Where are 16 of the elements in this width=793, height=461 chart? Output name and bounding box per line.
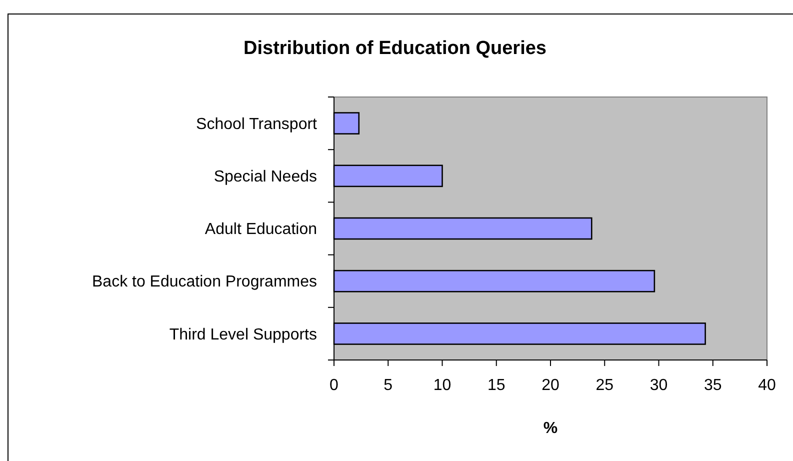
x-tick-label: 15 — [487, 377, 506, 394]
x-tick-label: 35 — [704, 377, 722, 394]
y-tick-label: School Transport — [196, 116, 318, 133]
y-tick-label: Third Level Supports — [169, 326, 317, 344]
x-tick-label: 20 — [542, 377, 560, 394]
y-tick-label: Adult Education — [204, 221, 317, 238]
x-tick-label: 30 — [650, 377, 668, 394]
y-tick-label: Special Needs — [214, 168, 317, 186]
x-tick-label: 10 — [433, 377, 452, 394]
y-tick-label: Back to Education Programmes — [92, 274, 317, 291]
x-tick-label: 5 — [384, 377, 393, 394]
x-tick-label: 0 — [330, 377, 339, 394]
x-tick-label: 25 — [596, 377, 614, 394]
x-axis-title: % — [543, 420, 558, 437]
chart-title: Distribution of Education Queries — [244, 38, 546, 59]
x-tick-label: 40 — [758, 377, 776, 394]
